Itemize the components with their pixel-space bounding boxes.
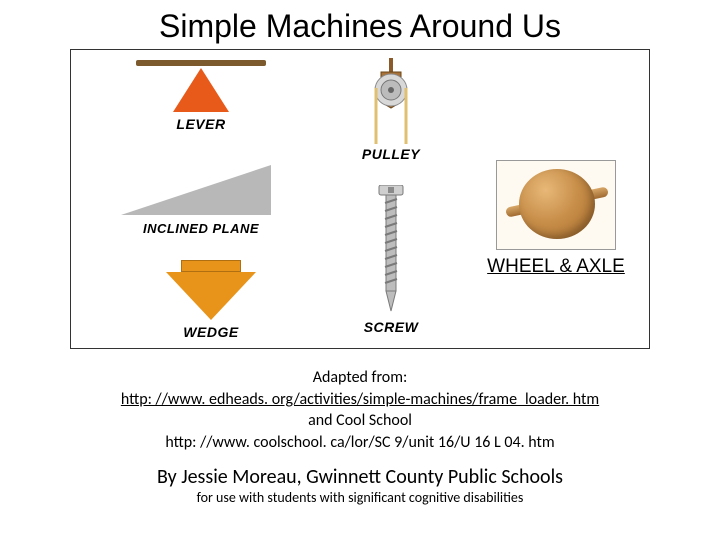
inclined-plane-diagram: INCLINED PLANE: [101, 165, 301, 236]
pulley-icon: [356, 58, 426, 146]
adapted-from-text: Adapted from:: [0, 367, 720, 389]
lever-bar-icon: [136, 60, 266, 66]
credits-block: Adapted from: http: //www. edheads. org/…: [0, 367, 720, 453]
lever-fulcrum-icon: [173, 68, 229, 112]
inclined-plane-icon: [121, 165, 271, 215]
screw-diagram: SCREW: [351, 185, 431, 335]
machines-figure: LEVER PULLEY INCLINED PLANE WEDGE: [70, 49, 650, 349]
wedge-diagram: WEDGE: [131, 260, 291, 340]
screw-icon: [373, 185, 409, 315]
wheel-axle-icon: [496, 160, 616, 250]
screw-label: SCREW: [351, 319, 431, 335]
source-link-2: http: //www. coolschool. ca/lor/SC 9/uni…: [0, 432, 720, 454]
page-title: Simple Machines Around Us: [0, 0, 720, 49]
wheel-axle-diagram: WHEEL & AXLE: [471, 160, 641, 278]
source-link-1[interactable]: http: //www. edheads. org/activities/sim…: [121, 390, 599, 409]
wedge-icon: [166, 260, 256, 320]
wedge-label: WEDGE: [131, 324, 291, 340]
lever-label: LEVER: [121, 116, 281, 132]
inclined-plane-label: INCLINED PLANE: [101, 221, 301, 236]
sub-byline-text: for use with students with significant c…: [0, 489, 720, 506]
byline-text: By Jessie Moreau, Gwinnett County Public…: [0, 465, 720, 489]
pulley-diagram: PULLEY: [331, 58, 451, 162]
lever-diagram: LEVER: [121, 60, 281, 132]
pulley-label: PULLEY: [331, 146, 451, 162]
cool-school-text: and Cool School: [0, 410, 720, 432]
wheel-axle-label: WHEEL & AXLE: [471, 256, 641, 278]
